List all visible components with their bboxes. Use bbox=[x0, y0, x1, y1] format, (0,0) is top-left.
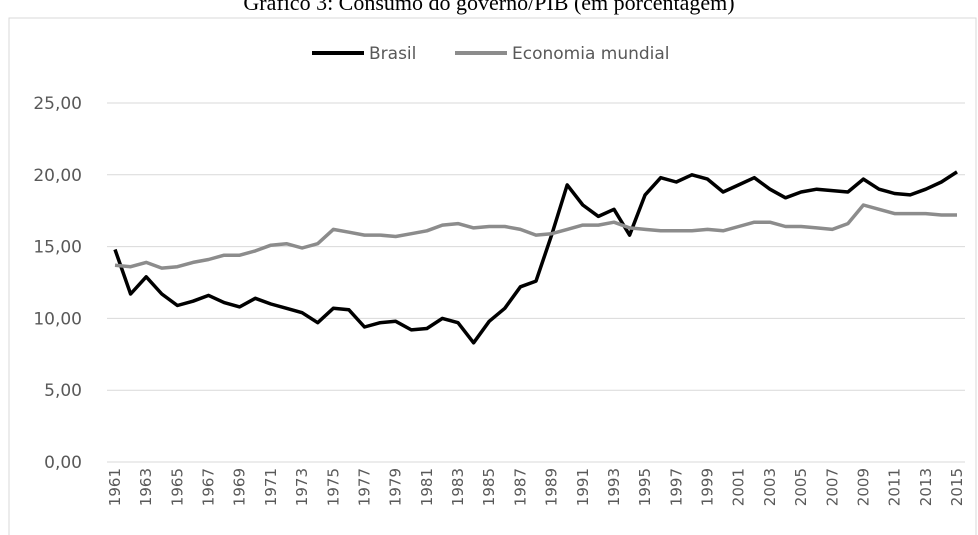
x-tick-label: 2009 bbox=[854, 468, 872, 506]
x-tick-label: 1991 bbox=[574, 468, 592, 506]
y-tick-label: 20,00 bbox=[33, 166, 82, 186]
x-tick-label: 1969 bbox=[231, 468, 249, 506]
x-tick-label: 1981 bbox=[418, 468, 436, 506]
x-tick-label: 2015 bbox=[948, 468, 966, 506]
y-tick-label: 15,00 bbox=[33, 238, 82, 258]
x-tick-label: 2003 bbox=[761, 468, 779, 506]
x-tick-label: 1973 bbox=[293, 468, 311, 506]
y-tick-label: 10,00 bbox=[33, 309, 82, 329]
x-tick-label: 1993 bbox=[605, 468, 623, 506]
x-tick-label: 1977 bbox=[355, 468, 373, 506]
x-tick-label: 1989 bbox=[543, 468, 561, 506]
x-tick-label: 1995 bbox=[636, 468, 654, 506]
x-tick-label: 1983 bbox=[449, 468, 467, 506]
x-tick-label: 1975 bbox=[324, 468, 342, 506]
x-tick-label: 1997 bbox=[667, 468, 685, 506]
chart-title: Gráfico 3: Consumo do governo/PIB (em po… bbox=[243, 0, 734, 15]
x-tick-label: 1963 bbox=[137, 468, 155, 506]
series-line bbox=[113, 170, 958, 345]
y-tick-label: 5,00 bbox=[44, 381, 82, 401]
x-tick-label: 1987 bbox=[511, 468, 529, 506]
y-tick-label: 25,00 bbox=[33, 94, 82, 114]
legend-label: Economia mundial bbox=[512, 44, 670, 64]
x-tick-label: 1961 bbox=[106, 468, 124, 506]
x-tick-label: 1971 bbox=[262, 468, 280, 506]
x-tick-label: 1967 bbox=[200, 468, 218, 506]
x-tick-label: 2001 bbox=[730, 468, 748, 506]
chart-frame bbox=[8, 17, 977, 535]
series-line bbox=[114, 203, 957, 270]
legend-label: Brasil bbox=[369, 44, 416, 64]
x-tick-label: 2007 bbox=[823, 468, 841, 506]
x-tick-label: 2011 bbox=[886, 468, 904, 506]
x-tick-label: 1979 bbox=[387, 468, 405, 506]
x-tick-label: 1965 bbox=[168, 468, 186, 506]
x-tick-label: 1985 bbox=[480, 468, 498, 506]
x-tick-label: 2005 bbox=[792, 468, 810, 506]
y-tick-label: 0,00 bbox=[44, 453, 82, 473]
x-tick-label: 1999 bbox=[699, 468, 717, 506]
x-tick-label: 2013 bbox=[917, 468, 935, 506]
